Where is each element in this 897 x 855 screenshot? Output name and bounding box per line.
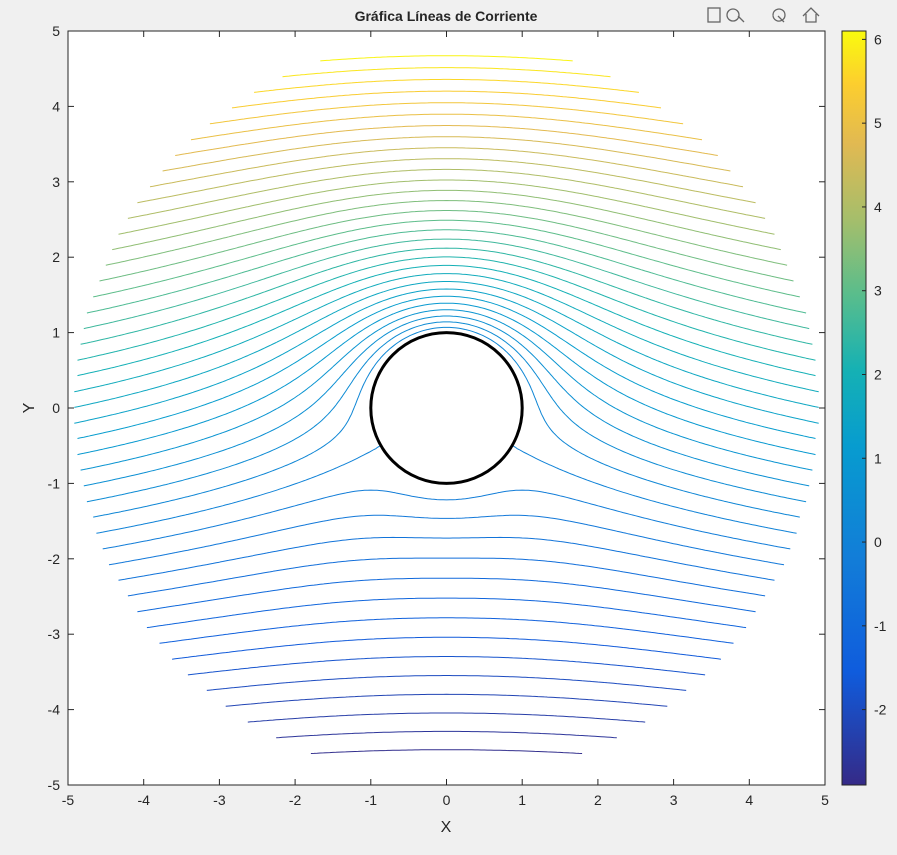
y-tick-label: -5 [48,777,61,793]
colorbar-tick-label: 2 [874,366,882,382]
colorbar-tick-label: 1 [874,450,882,466]
streamline [254,78,639,93]
streamline [77,256,816,361]
y-axis-label: Y [21,402,38,413]
streamline [172,636,721,660]
streamline [86,321,807,503]
streamline [74,281,819,408]
x-tick-label: 3 [670,792,678,808]
x-tick-label: -1 [365,792,378,808]
streamline [149,147,744,188]
streamline [231,90,662,109]
colorbar-tick-label: 5 [874,115,882,131]
x-tick-label: 0 [443,792,451,808]
toolbar-icon[interactable] [772,8,786,23]
y-tick-label: -2 [48,551,61,567]
toolbar-icon[interactable] [802,7,820,23]
streamline [187,656,706,676]
streamline [225,693,668,707]
streamline [146,597,747,629]
toolbar-icon[interactable] [726,8,745,23]
streamline [247,712,646,723]
streamline [77,302,816,456]
x-axis-label: X [441,819,452,836]
cylinder [369,331,524,485]
streamline [118,179,775,235]
streamline [102,489,791,550]
streamline [118,536,775,581]
x-tick-label: -2 [289,792,302,808]
y-tick-label: -3 [48,626,61,642]
colorbar-tick-label: 3 [874,283,882,299]
streamline [108,514,785,566]
y-tick-label: 2 [52,249,60,265]
chart-title: Gráfica Líneas de Corriente [355,8,538,24]
colorbar-tick-label: 0 [874,534,882,550]
streamline [105,200,788,266]
streamline [190,113,703,141]
x-tick-label: -5 [62,792,75,808]
streamline [127,557,766,597]
y-tick-label: 0 [52,400,60,416]
colorbar [841,30,867,786]
colorbar-tick-label: 6 [874,31,882,47]
streamline [80,309,813,471]
streamline [310,749,583,754]
streamline [74,273,819,393]
streamline [77,295,816,439]
streamline [175,125,718,156]
streamline [83,315,810,487]
x-tick-label: -4 [137,792,150,808]
colorbar-tick-label: 4 [874,199,882,215]
x-tick-label: 1 [518,792,526,808]
x-tick-label: 4 [745,792,753,808]
toolbar[interactable] [707,7,820,23]
streamline [86,229,807,314]
streamline [137,158,756,204]
y-tick-label: -1 [48,475,61,491]
colorbar-tick-label: -2 [874,702,887,718]
y-tick-label: -4 [48,702,61,718]
streamline [112,189,781,251]
x-tick-label: 2 [594,792,602,808]
x-tick-label: -3 [213,792,226,808]
streamline [159,617,734,644]
streamline [77,264,816,377]
streamline [282,67,611,78]
streamline [93,219,800,298]
colorbar-tick-label: -1 [874,618,887,634]
streamline [206,675,687,691]
streamline [209,102,684,125]
y-tick-label: 4 [52,98,60,114]
streamline [320,55,573,62]
streamline [127,168,766,219]
streamline [74,288,819,424]
streamline [162,136,731,172]
streamline [276,730,617,739]
y-tick-label: 3 [52,174,60,190]
streamline [93,326,800,518]
y-tick-label: 5 [52,23,60,39]
streamline [83,238,810,330]
streamline [99,210,794,282]
x-tick-label: 5 [821,792,829,808]
y-tick-label: 1 [52,325,60,341]
toolbar-icon[interactable] [707,7,721,23]
streamline [137,577,756,613]
streamline [80,247,813,345]
